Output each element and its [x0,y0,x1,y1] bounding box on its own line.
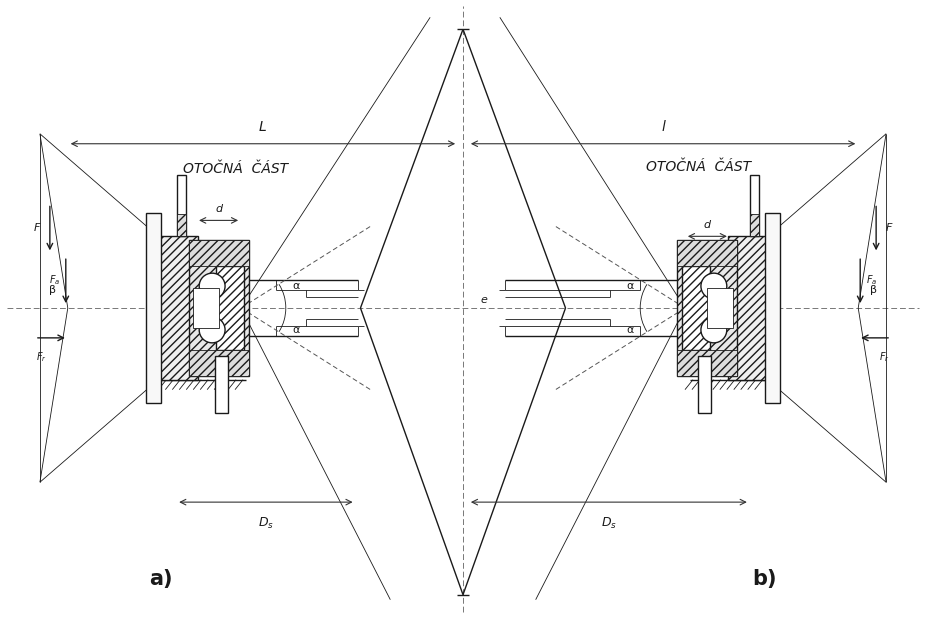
Text: $F_r$: $F_r$ [36,350,46,363]
Circle shape [701,273,727,299]
Text: l: l [661,120,665,133]
Text: e: e [481,295,488,305]
Bar [215,356,228,413]
Bar [750,175,759,236]
Bar [146,213,160,402]
Text: OTOČNÁ  ČÁST: OTOČNÁ ČÁST [183,162,289,176]
Circle shape [206,303,218,313]
Bar [750,214,759,236]
Text: α: α [627,325,634,335]
Bar [682,266,710,350]
Bar [698,356,711,413]
Bar [177,175,186,236]
Text: L: L [259,120,267,133]
Bar [728,236,770,379]
Text: α: α [292,325,299,335]
Circle shape [199,317,225,343]
Bar [216,266,244,350]
Text: $F_a$: $F_a$ [866,273,878,287]
Bar [189,240,249,376]
Text: $F_r$: $F_r$ [880,350,890,363]
Text: α: α [627,281,634,291]
Text: $F_a$: $F_a$ [48,273,60,287]
Bar [177,214,186,236]
Text: F: F [886,223,893,234]
Bar [766,213,780,402]
Text: a): a) [150,569,173,589]
Text: F: F [33,223,40,234]
Bar [189,350,249,376]
Text: β: β [870,285,877,295]
Bar [677,240,737,376]
Text: $D_s$: $D_s$ [257,516,274,531]
Bar [677,240,737,266]
Text: β: β [49,285,56,295]
Text: OTOČNÁ  ČÁST: OTOČNÁ ČÁST [646,159,752,174]
Bar [194,288,219,328]
Bar [677,350,737,376]
Bar [216,266,244,350]
Text: d: d [215,205,222,214]
Bar [156,236,198,379]
Bar [707,288,732,328]
Text: b): b) [753,569,777,589]
Circle shape [199,273,225,299]
Bar [189,240,249,266]
Text: α: α [292,281,299,291]
Circle shape [708,303,720,313]
Bar [682,266,710,350]
Text: d: d [704,221,711,231]
Text: $D_s$: $D_s$ [601,516,617,531]
Circle shape [701,317,727,343]
